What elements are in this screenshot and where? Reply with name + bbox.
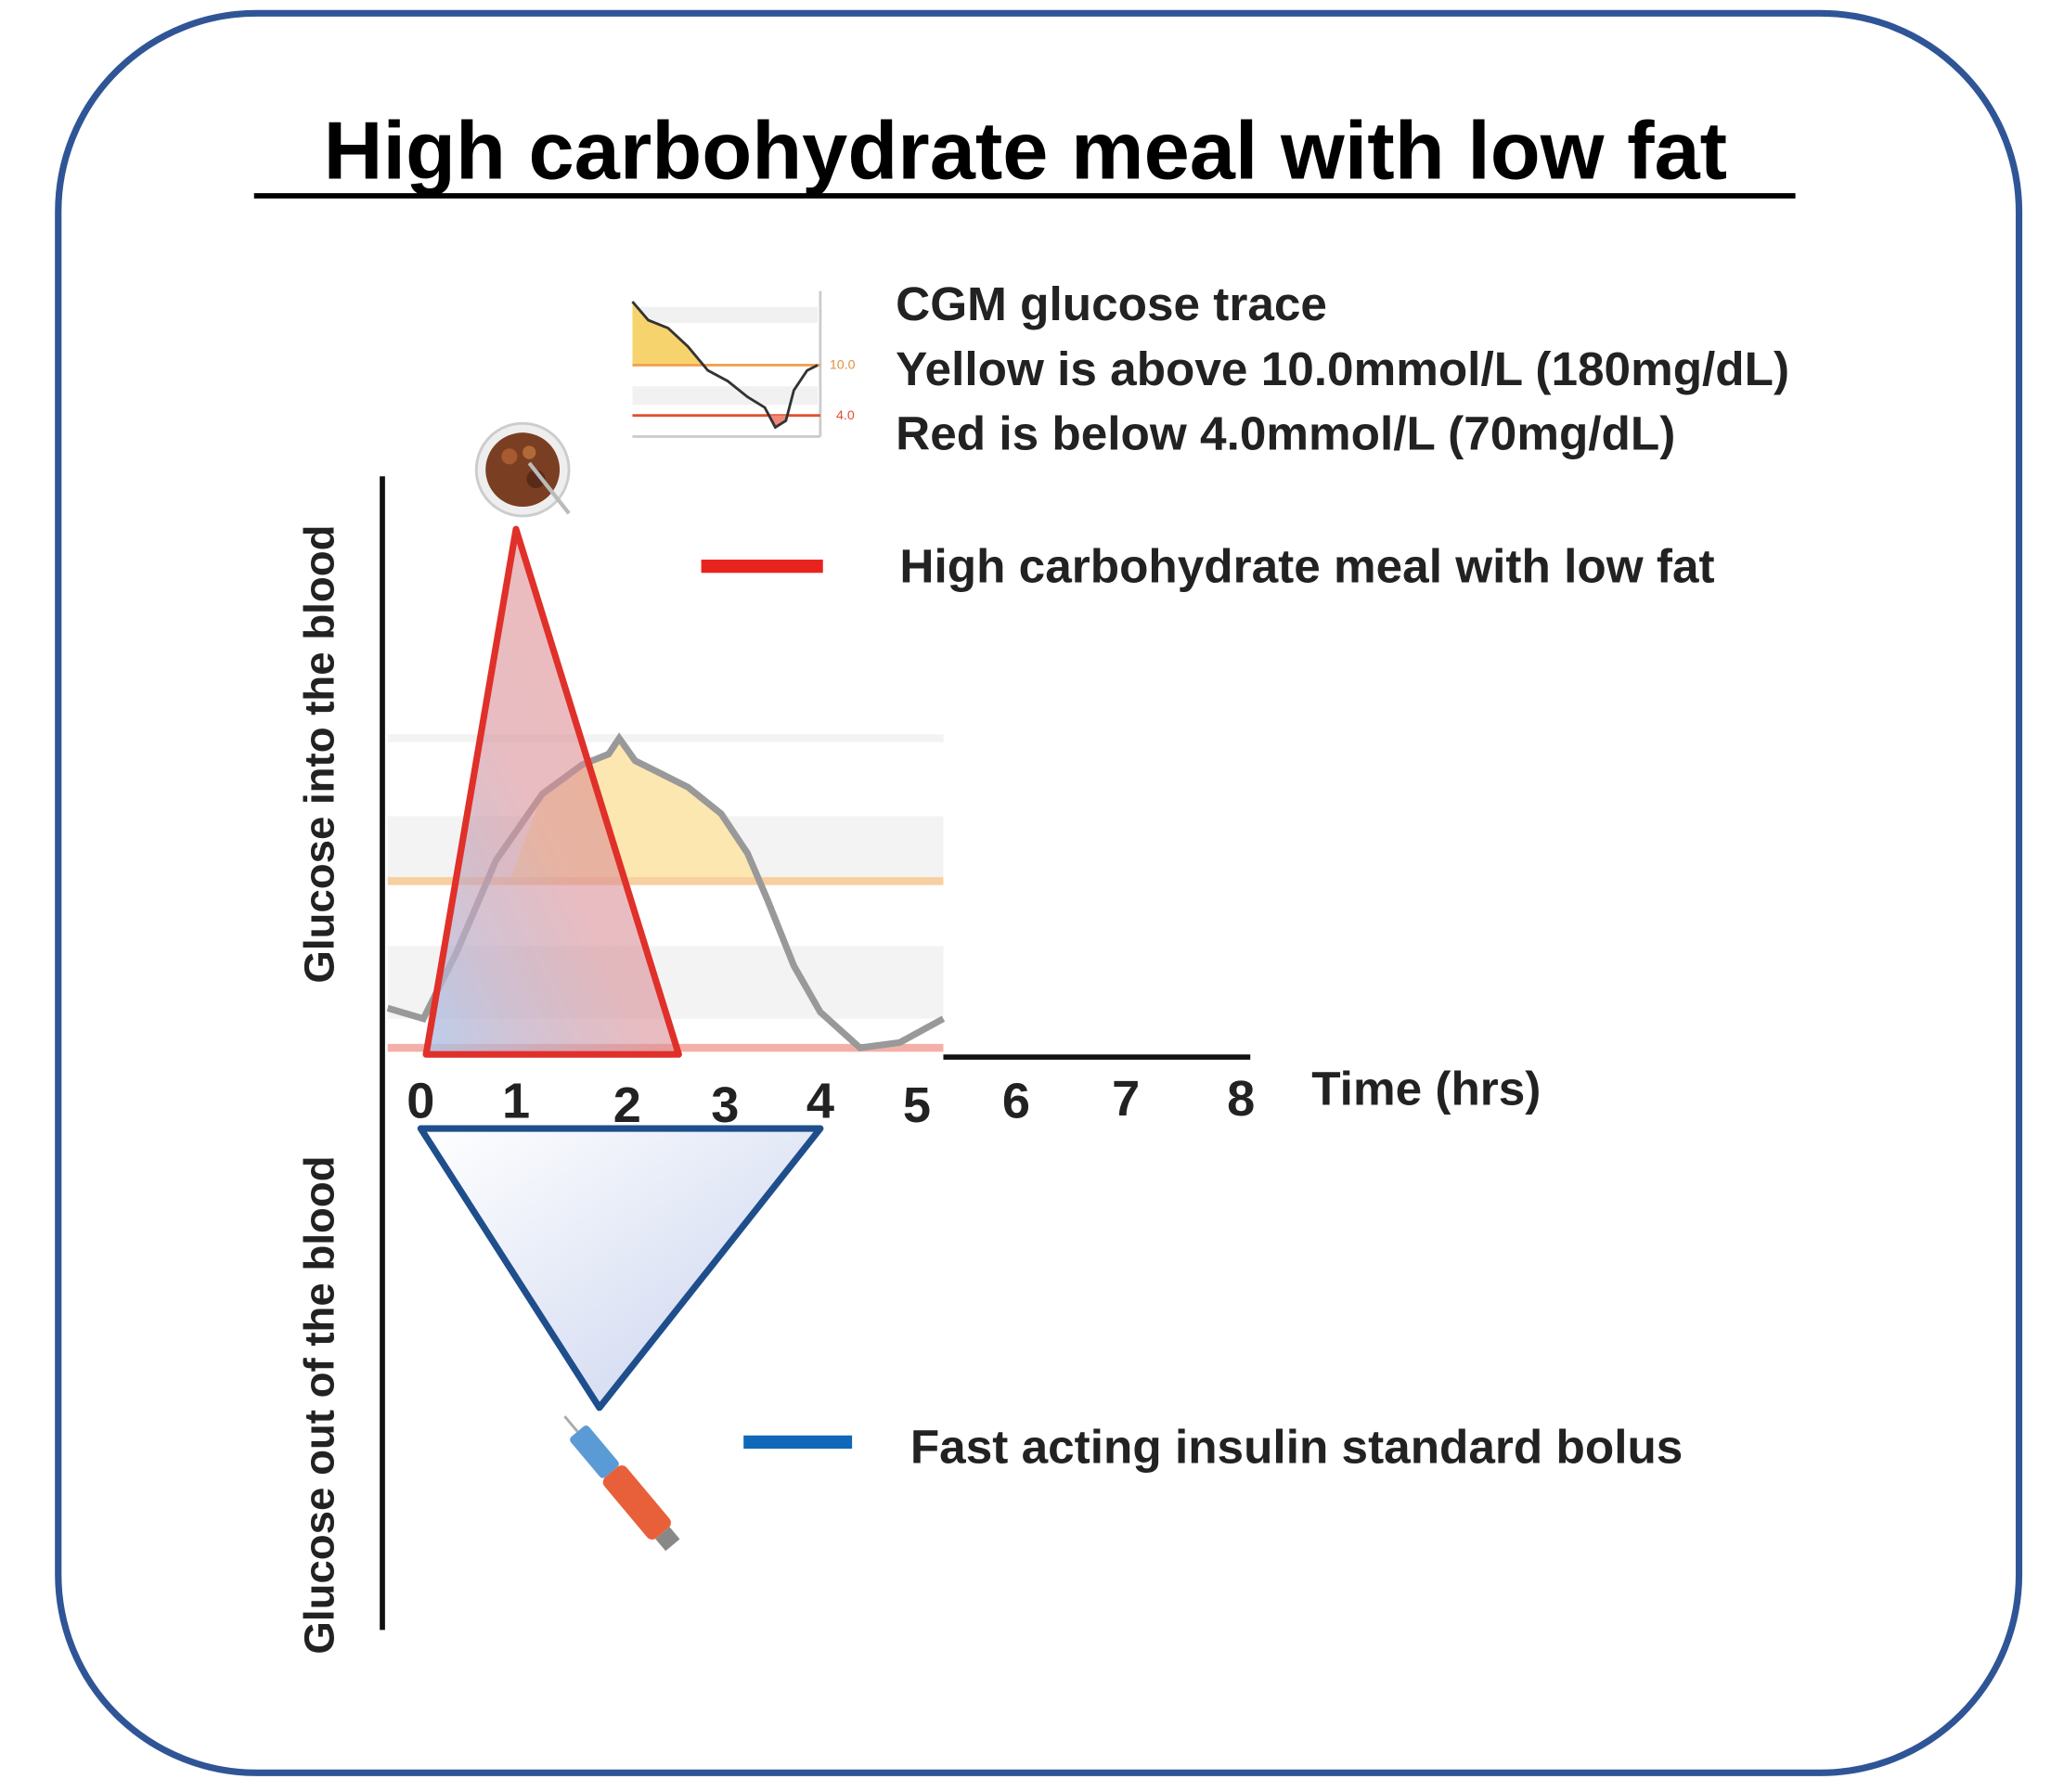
x-tick-label: 2 xyxy=(613,1077,641,1133)
legend-swatch xyxy=(701,560,823,574)
x-tick-label: 4 xyxy=(806,1074,834,1129)
title: High carbohydrate meal with low fat xyxy=(324,104,1727,196)
x-tick-label: 5 xyxy=(903,1077,931,1133)
y-axis-label: Glucose into the blood xyxy=(295,525,342,984)
cgm-thumbnail: 10.0 4.0 xyxy=(631,290,856,438)
x-tick-label: 8 xyxy=(1227,1071,1255,1127)
thumbnail-label: 4.0 xyxy=(836,408,855,423)
cgm-line: Red is below 4.0mmol/L (70mg/dL) xyxy=(896,407,1675,460)
thumbnail-label: 10.0 xyxy=(830,358,856,373)
insulin-triangle xyxy=(417,1125,824,1412)
x-tick-label: 1 xyxy=(502,1074,530,1129)
legend-label: Fast acting insulin standard bolus xyxy=(910,1421,1683,1474)
food-bowl-icon xyxy=(474,421,571,518)
x-tick-label: 0 xyxy=(406,1074,434,1129)
y-axis-label: Glucose out of the blood xyxy=(295,1155,342,1654)
x-tick-label: 3 xyxy=(711,1077,739,1133)
meal-triangle xyxy=(422,525,682,1058)
legend-swatch xyxy=(743,1435,853,1450)
x-tick-label: 6 xyxy=(1002,1074,1030,1129)
x-axis-label: Time (hrs) xyxy=(1311,1062,1541,1115)
cgm-heading: CGM glucose trace xyxy=(896,277,1327,330)
insulin-pen-icon xyxy=(563,1415,680,1552)
x-tick-label: 7 xyxy=(1112,1071,1140,1127)
cgm-line: Yellow is above 10.0mmol/L (180mg/dL) xyxy=(896,342,1789,395)
x-ticks: 0 1 2 3 4 5 6 7 8 xyxy=(406,1071,1255,1133)
legend-label: High carbohydrate meal with low fat xyxy=(899,539,1714,592)
